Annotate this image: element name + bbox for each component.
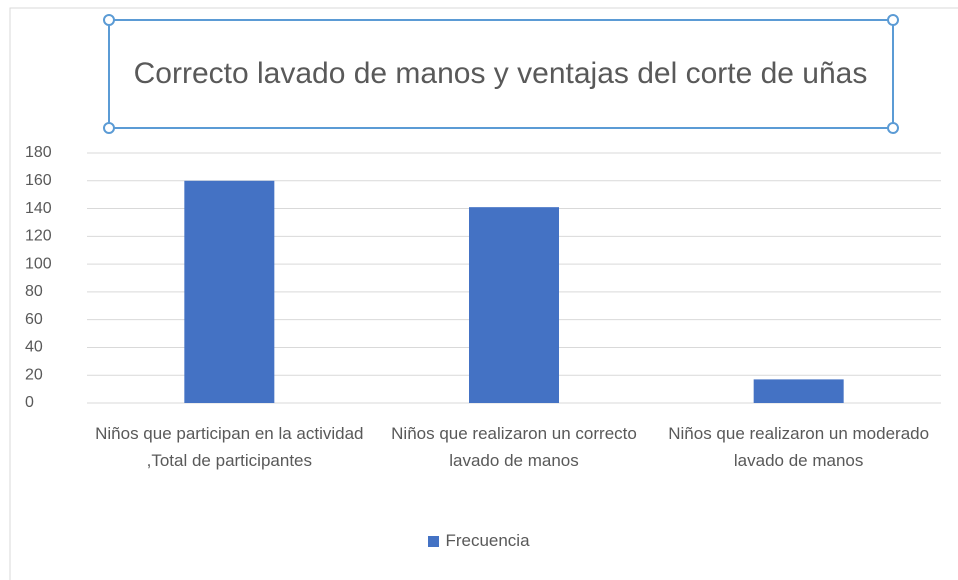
y-tick-label: 40 bbox=[25, 339, 43, 356]
y-tick-label: 20 bbox=[25, 366, 43, 383]
y-tick-label: 0 bbox=[25, 394, 34, 411]
legend-label: Frecuencia bbox=[445, 531, 530, 550]
y-tick-label: 180 bbox=[25, 144, 52, 161]
x-tick-label: Niños que participan en la actividad ,To… bbox=[95, 424, 364, 470]
bar bbox=[469, 207, 559, 403]
y-tick-label: 80 bbox=[25, 283, 43, 300]
x-tick-label: Niños que realizaron un moderado lavado … bbox=[668, 424, 930, 470]
chart-title: Correcto lavado de manos y ventajas del … bbox=[133, 57, 868, 90]
bar bbox=[184, 180, 275, 403]
y-tick-label: 160 bbox=[25, 172, 52, 189]
y-tick-label: 60 bbox=[25, 311, 43, 328]
selection-handles bbox=[103, 14, 899, 134]
handle bbox=[103, 122, 115, 134]
y-tick-label: 140 bbox=[25, 200, 52, 217]
y-tick-label: 100 bbox=[25, 255, 52, 272]
bar bbox=[753, 379, 844, 403]
x-tick-label: Niños que realizaron un correcto lavado … bbox=[391, 424, 637, 470]
handle bbox=[887, 122, 899, 134]
title-selection-box bbox=[108, 19, 894, 129]
legend: Frecuencia bbox=[0, 531, 958, 551]
chart-frame bbox=[9, 7, 958, 580]
handle bbox=[103, 14, 115, 26]
legend-swatch bbox=[428, 535, 440, 547]
handle bbox=[887, 14, 899, 26]
y-tick-label: 120 bbox=[25, 228, 52, 245]
